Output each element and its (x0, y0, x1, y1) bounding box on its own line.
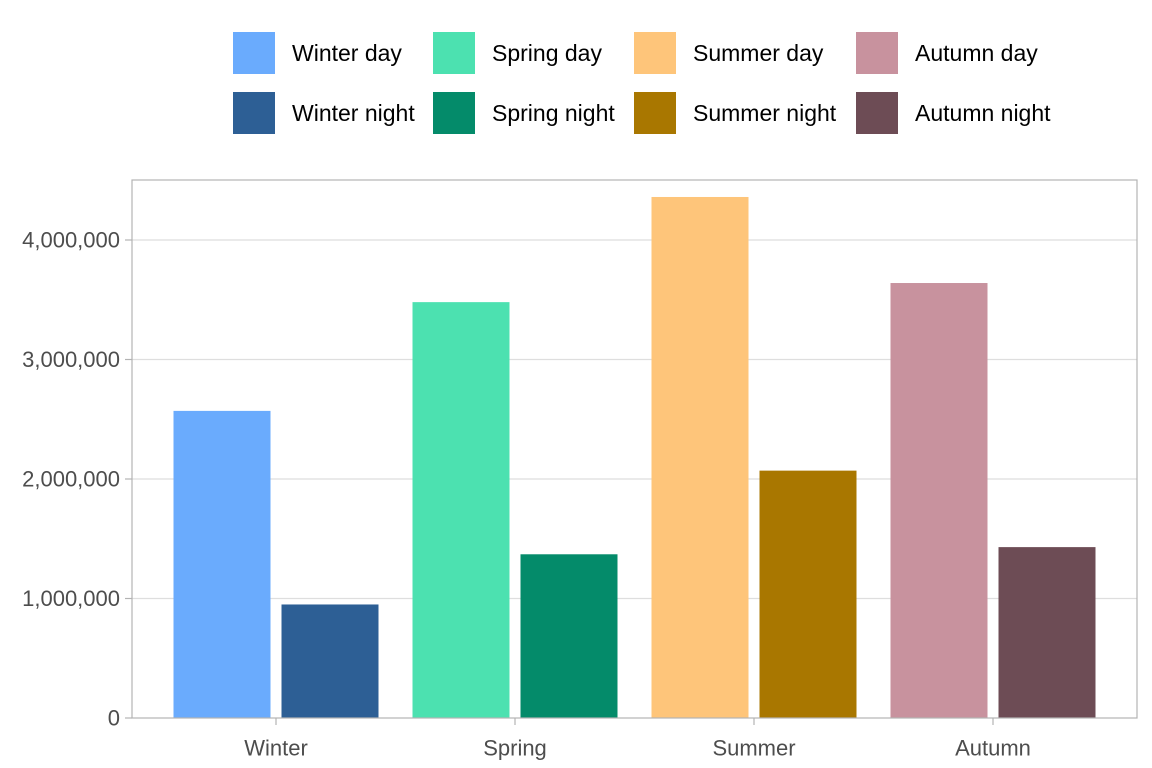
legend-item-summer-day: Summer day (634, 32, 824, 74)
legend-label: Autumn day (915, 40, 1038, 66)
legend-swatch (634, 92, 676, 134)
legend-item-autumn-day: Autumn day (856, 32, 1038, 74)
legend-swatch (233, 32, 275, 74)
legend-item-winter-day: Winter day (233, 32, 402, 74)
legend: Winter day Winter night Spring day Spring n… (233, 32, 1051, 134)
bar-summer-night (759, 470, 857, 718)
legend-label: Summer day (693, 40, 824, 66)
x-tick-label-winter: Winter (244, 736, 308, 761)
bar-winter-night (281, 604, 379, 718)
legend-label: Winter night (292, 100, 415, 126)
bar-winter-day (173, 410, 271, 718)
legend-item-summer-night: Summer night (634, 92, 837, 134)
x-tick-label-spring: Spring (483, 736, 547, 761)
legend-item-autumn-night: Autumn night (856, 92, 1051, 134)
legend-label: Spring day (492, 40, 602, 66)
y-tick-label: 4,000,000 (22, 228, 120, 253)
y-tick-label: 0 (108, 706, 120, 731)
bar-spring-day (412, 302, 510, 718)
legend-swatch (856, 92, 898, 134)
y-axis: 0 1,000,000 2,000,000 3,000,000 4,000,000 (22, 228, 132, 731)
legend-item-winter-night: Winter night (233, 92, 415, 134)
bars (173, 196, 1096, 719)
legend-item-spring-day: Spring day (433, 32, 602, 74)
y-tick-label: 3,000,000 (22, 347, 120, 372)
y-tick-label: 1,000,000 (22, 586, 120, 611)
legend-swatch (856, 32, 898, 74)
bar-autumn-night (998, 547, 1096, 718)
legend-item-spring-night: Spring night (433, 92, 615, 134)
bar-autumn-day (890, 283, 988, 718)
legend-label: Spring night (492, 100, 615, 126)
x-tick-label-summer: Summer (712, 736, 795, 761)
x-tick-label-autumn: Autumn (955, 736, 1031, 761)
bar-summer-day (651, 196, 749, 719)
x-axis: Winter Spring Summer Autumn (244, 718, 1031, 761)
legend-swatch (433, 32, 475, 74)
legend-label: Winter day (292, 40, 402, 66)
legend-label: Autumn night (915, 100, 1051, 126)
legend-swatch (634, 32, 676, 74)
plot-border (131, 179, 1138, 719)
bar-spring-night (520, 554, 618, 718)
legend-swatch (233, 92, 275, 134)
y-tick-label: 2,000,000 (22, 467, 120, 492)
legend-swatch (433, 92, 475, 134)
legend-label: Summer night (693, 100, 837, 126)
